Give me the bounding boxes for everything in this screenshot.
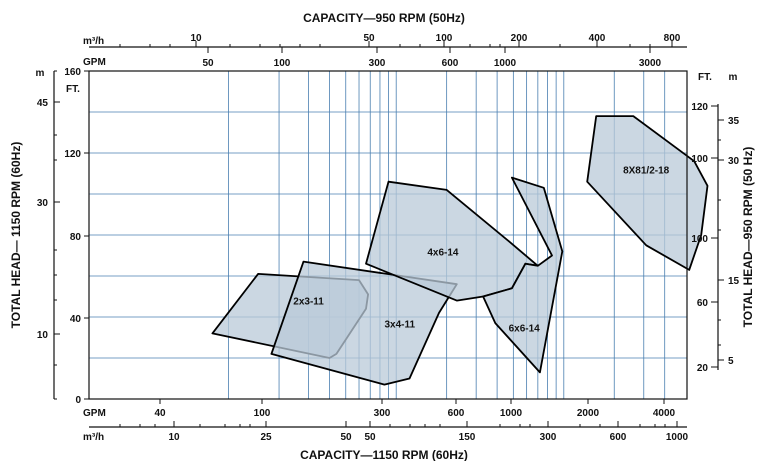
curve-3x4-11 <box>270 260 458 386</box>
bottom-m3h-unit: m³/h <box>83 432 104 443</box>
tick-label: 30 <box>728 156 740 167</box>
tick-label: 100 <box>274 58 291 69</box>
tick-label: 35 <box>728 116 740 127</box>
curve-label: 2x3-11 <box>293 297 324 308</box>
right-ft-unit: FT. <box>698 72 712 83</box>
top-gpm-unit: GPM <box>83 57 106 68</box>
tick-label: 45 <box>37 98 49 109</box>
tick-label: 2000 <box>577 408 600 419</box>
tick-label: 10 <box>190 33 202 44</box>
right-axis-title: TOTAL HEAD—950 RPM (50 Hz) <box>741 147 755 328</box>
tick-label: 600 <box>442 58 459 69</box>
tick-label: 25 <box>260 432 272 443</box>
tick-label: 50 <box>363 33 375 44</box>
tick-label: 50 <box>364 432 376 443</box>
tick-label: 200 <box>511 33 528 44</box>
tick-label: 15 <box>728 276 740 287</box>
top-axis-title: CAPACITY—950 RPM (50Hz) <box>303 11 465 25</box>
tick-label: 600 <box>610 432 627 443</box>
tick-label: 120 <box>64 149 81 160</box>
tick-label: 4000 <box>653 408 676 419</box>
tick-label: 20 <box>697 363 709 374</box>
tick-label: 1000 <box>500 408 523 419</box>
tick-label: 50 <box>202 58 214 69</box>
tick-label: 300 <box>369 58 386 69</box>
curve-label: 8X81/2-18 <box>623 166 670 177</box>
tick-label: 100 <box>254 408 271 419</box>
bottom-axis-title: CAPACITY—1150 RPM (60Hz) <box>300 448 468 461</box>
curve-label: 4x6-14 <box>427 248 459 259</box>
bottom-gpm-unit: GPM <box>83 408 106 419</box>
tick-label: 100 <box>691 234 708 245</box>
tick-label: 50 <box>340 432 352 443</box>
curve-6x6-14 <box>482 176 564 374</box>
tick-label: 1000 <box>494 58 517 69</box>
tick-label: 40 <box>70 314 82 325</box>
tick-label: 3000 <box>639 58 662 69</box>
curve-label: 3x4-11 <box>384 319 415 330</box>
tick-label: 5 <box>728 356 734 367</box>
tick-label: 30 <box>37 198 49 209</box>
tick-label: 800 <box>664 33 681 44</box>
axis-ticks <box>54 41 724 427</box>
curve-label: 6x6-14 <box>509 323 541 334</box>
tick-label: 300 <box>374 408 391 419</box>
tick-label: 160 <box>64 67 81 78</box>
left-ft-unit: FT. <box>66 84 80 95</box>
tick-label: 300 <box>540 432 557 443</box>
tick-label: 120 <box>691 102 708 113</box>
pump-curves: 2x3-11 3x4-11 4x6-14 6x6-14 8X81/2-18 <box>211 115 709 386</box>
tick-label: 0 <box>75 395 81 406</box>
tick-label: 10 <box>37 330 49 341</box>
plot-frame <box>88 70 688 400</box>
tick-label: 60 <box>697 298 709 309</box>
right-m-unit: m <box>729 72 738 83</box>
tick-label: 40 <box>154 408 166 419</box>
tick-label: 400 <box>589 33 606 44</box>
tick-label: 1000 <box>666 432 689 443</box>
tick-label: 150 <box>459 432 476 443</box>
tick-label: 100 <box>436 33 453 44</box>
tick-label: 100 <box>691 154 708 165</box>
left-axis-title: TOTAL HEAD— 1150 RPM (60Hz) <box>9 142 23 329</box>
top-m3h-unit: m³/h <box>83 36 104 47</box>
curve-8x81-2-18 <box>586 115 709 271</box>
tick-label: 10 <box>168 432 180 443</box>
tick-label: 80 <box>70 232 82 243</box>
tick-label: 600 <box>448 408 465 419</box>
left-m-unit: m <box>36 68 45 79</box>
